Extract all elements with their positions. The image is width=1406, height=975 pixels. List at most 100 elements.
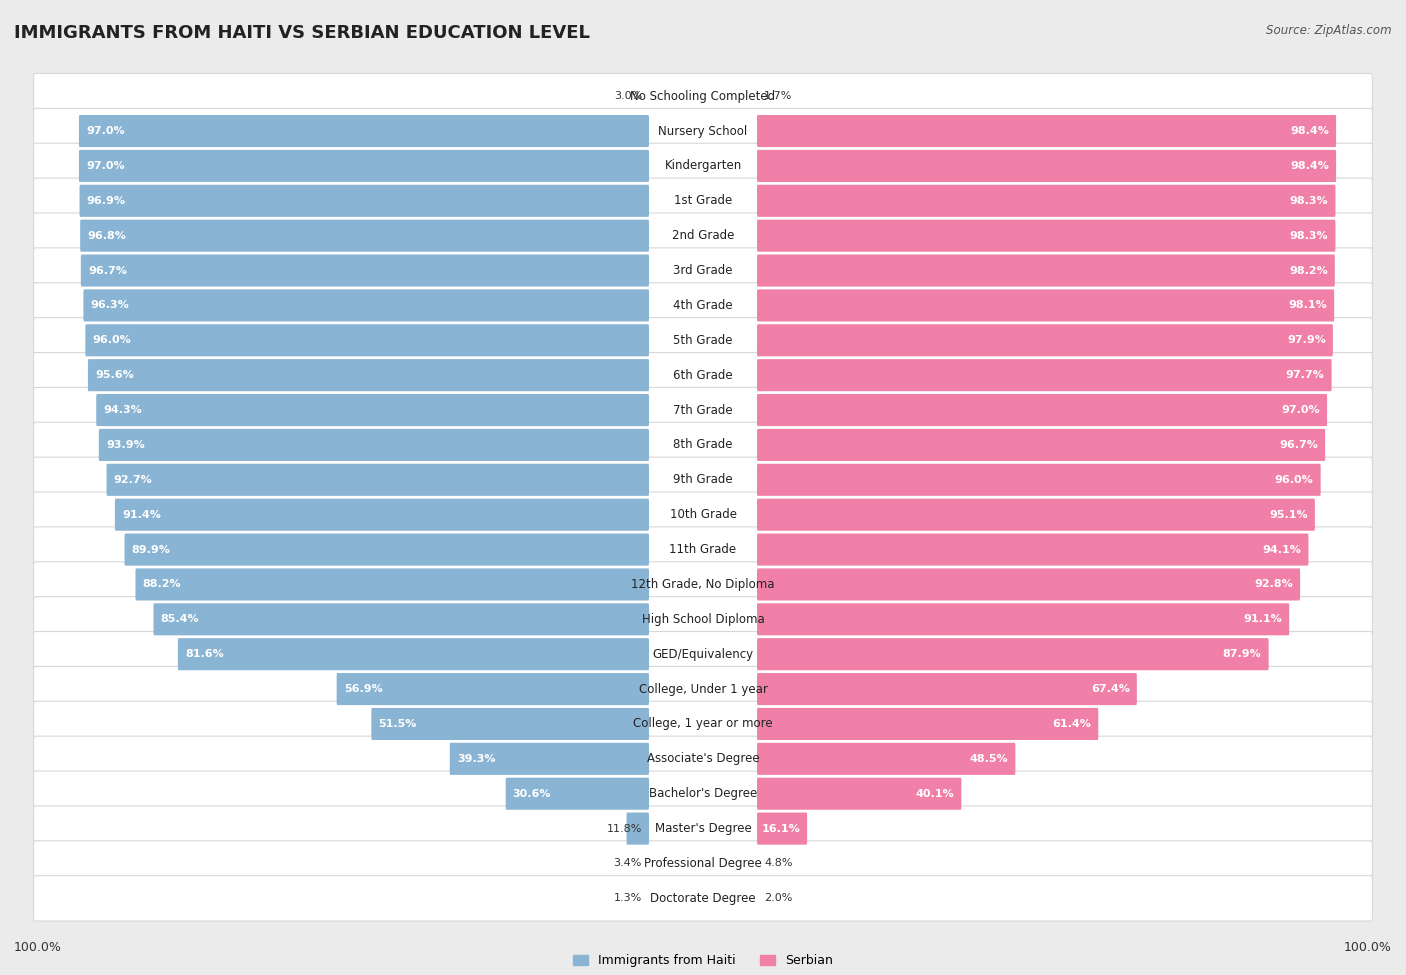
Text: 96.7%: 96.7% (1279, 440, 1317, 449)
Text: No Schooling Completed: No Schooling Completed (630, 90, 776, 102)
FancyBboxPatch shape (34, 178, 1372, 223)
FancyBboxPatch shape (83, 290, 650, 322)
Text: 2nd Grade: 2nd Grade (672, 229, 734, 242)
Text: 9th Grade: 9th Grade (673, 473, 733, 487)
FancyBboxPatch shape (34, 73, 1372, 119)
Text: 96.3%: 96.3% (90, 300, 129, 310)
FancyBboxPatch shape (34, 666, 1372, 712)
Text: 11.8%: 11.8% (606, 824, 643, 834)
FancyBboxPatch shape (34, 213, 1372, 258)
Text: 48.5%: 48.5% (970, 754, 1008, 763)
FancyBboxPatch shape (107, 464, 650, 496)
Text: 96.7%: 96.7% (89, 265, 127, 276)
FancyBboxPatch shape (756, 639, 1268, 670)
FancyBboxPatch shape (79, 150, 650, 182)
FancyBboxPatch shape (627, 812, 650, 844)
FancyBboxPatch shape (34, 492, 1372, 537)
Text: 97.9%: 97.9% (1286, 335, 1326, 345)
Text: 61.4%: 61.4% (1052, 719, 1091, 729)
Text: 96.0%: 96.0% (1275, 475, 1313, 485)
Text: 100.0%: 100.0% (1344, 941, 1392, 954)
FancyBboxPatch shape (34, 526, 1372, 572)
Text: 91.1%: 91.1% (1243, 614, 1282, 624)
Text: 93.9%: 93.9% (105, 440, 145, 449)
Text: 16.1%: 16.1% (761, 824, 800, 834)
FancyBboxPatch shape (756, 254, 1334, 287)
Text: 95.6%: 95.6% (96, 370, 134, 380)
FancyBboxPatch shape (506, 778, 650, 810)
Text: College, Under 1 year: College, Under 1 year (638, 682, 768, 695)
Text: Source: ZipAtlas.com: Source: ZipAtlas.com (1267, 24, 1392, 37)
Text: 51.5%: 51.5% (378, 719, 416, 729)
FancyBboxPatch shape (34, 632, 1372, 677)
FancyBboxPatch shape (34, 771, 1372, 816)
FancyBboxPatch shape (756, 290, 1334, 322)
FancyBboxPatch shape (125, 533, 650, 566)
Text: 97.0%: 97.0% (1281, 405, 1320, 415)
Text: 96.0%: 96.0% (93, 335, 131, 345)
FancyBboxPatch shape (179, 639, 650, 670)
Text: 98.2%: 98.2% (1289, 265, 1327, 276)
FancyBboxPatch shape (96, 394, 650, 426)
FancyBboxPatch shape (756, 498, 1315, 530)
FancyBboxPatch shape (756, 743, 1015, 775)
FancyBboxPatch shape (86, 325, 650, 356)
FancyBboxPatch shape (80, 254, 650, 287)
Text: 97.7%: 97.7% (1285, 370, 1324, 380)
Text: 1.7%: 1.7% (763, 91, 793, 101)
Text: 30.6%: 30.6% (513, 789, 551, 799)
Text: 97.0%: 97.0% (86, 161, 125, 171)
FancyBboxPatch shape (756, 115, 1336, 147)
Text: 98.4%: 98.4% (1291, 161, 1329, 171)
FancyBboxPatch shape (34, 562, 1372, 607)
Text: 12th Grade, No Diploma: 12th Grade, No Diploma (631, 578, 775, 591)
FancyBboxPatch shape (371, 708, 650, 740)
Text: High School Diploma: High School Diploma (641, 613, 765, 626)
Text: 40.1%: 40.1% (915, 789, 955, 799)
FancyBboxPatch shape (756, 219, 1336, 252)
FancyBboxPatch shape (34, 318, 1372, 363)
FancyBboxPatch shape (756, 359, 1331, 391)
FancyBboxPatch shape (336, 673, 650, 705)
Text: 98.3%: 98.3% (1289, 196, 1329, 206)
FancyBboxPatch shape (80, 184, 650, 216)
Text: 96.9%: 96.9% (87, 196, 125, 206)
Text: 6th Grade: 6th Grade (673, 369, 733, 381)
Text: 92.8%: 92.8% (1254, 579, 1294, 590)
FancyBboxPatch shape (89, 359, 650, 391)
FancyBboxPatch shape (34, 387, 1372, 433)
Text: Doctorate Degree: Doctorate Degree (650, 892, 756, 905)
Text: IMMIGRANTS FROM HAITI VS SERBIAN EDUCATION LEVEL: IMMIGRANTS FROM HAITI VS SERBIAN EDUCATI… (14, 24, 591, 42)
FancyBboxPatch shape (756, 325, 1333, 356)
FancyBboxPatch shape (34, 283, 1372, 329)
Text: 7th Grade: 7th Grade (673, 404, 733, 416)
FancyBboxPatch shape (79, 115, 650, 147)
FancyBboxPatch shape (153, 604, 650, 636)
Text: 3rd Grade: 3rd Grade (673, 264, 733, 277)
Text: 8th Grade: 8th Grade (673, 439, 733, 451)
FancyBboxPatch shape (34, 108, 1372, 154)
FancyBboxPatch shape (34, 876, 1372, 921)
FancyBboxPatch shape (34, 422, 1372, 468)
Text: 91.4%: 91.4% (122, 510, 160, 520)
Text: 97.0%: 97.0% (86, 126, 125, 137)
FancyBboxPatch shape (756, 673, 1137, 705)
Text: 1st Grade: 1st Grade (673, 194, 733, 208)
FancyBboxPatch shape (34, 736, 1372, 782)
Text: 56.9%: 56.9% (343, 684, 382, 694)
FancyBboxPatch shape (756, 150, 1336, 182)
FancyBboxPatch shape (34, 248, 1372, 293)
Text: 4.8%: 4.8% (763, 858, 793, 869)
FancyBboxPatch shape (756, 533, 1309, 566)
FancyBboxPatch shape (756, 429, 1326, 461)
FancyBboxPatch shape (34, 457, 1372, 502)
FancyBboxPatch shape (34, 143, 1372, 188)
Text: Nursery School: Nursery School (658, 125, 748, 137)
Text: 3.0%: 3.0% (613, 91, 643, 101)
FancyBboxPatch shape (756, 394, 1327, 426)
Text: 39.3%: 39.3% (457, 754, 495, 763)
FancyBboxPatch shape (98, 429, 650, 461)
Text: 94.1%: 94.1% (1263, 545, 1302, 555)
FancyBboxPatch shape (34, 806, 1372, 851)
FancyBboxPatch shape (115, 498, 650, 530)
